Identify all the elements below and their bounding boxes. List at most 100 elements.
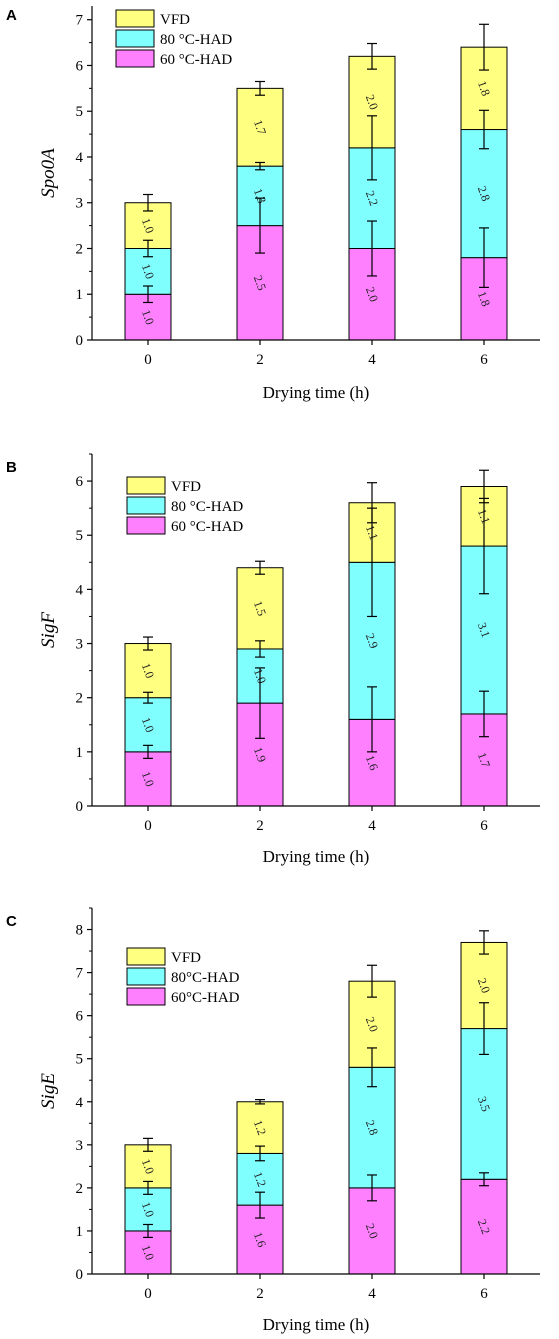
legend-entry: VFD bbox=[115, 9, 190, 28]
bar-segment bbox=[124, 751, 172, 807]
data-label: 1.8 bbox=[475, 289, 493, 308]
stacked-bar-chart-a: A 1.0 1.0 1.0 2.5 1.3 1.7 2.0 2.2 2.0 1.8 2.8 1.8 0 1 2… bbox=[6, 6, 540, 402]
y-tick-label: 7 bbox=[76, 13, 84, 29]
data-label: 1.0 bbox=[139, 715, 157, 734]
y-tick-label: 2 bbox=[76, 241, 84, 257]
error-bar bbox=[367, 1047, 377, 1088]
legend-swatch bbox=[126, 516, 166, 535]
error-bar bbox=[255, 197, 265, 254]
y-tick-label: 5 bbox=[76, 1052, 84, 1068]
x-tick-label: 6 bbox=[480, 1286, 488, 1302]
error-bar bbox=[367, 1174, 377, 1202]
error-bar bbox=[143, 1137, 153, 1152]
data-label: 2.8 bbox=[475, 184, 493, 203]
data-label: 1.0 bbox=[139, 1157, 157, 1176]
legend-swatch bbox=[126, 947, 166, 966]
data-label: 2.0 bbox=[363, 1015, 381, 1034]
data-label: 2.8 bbox=[363, 1118, 381, 1137]
y-tick-label: 0 bbox=[76, 1267, 84, 1283]
error-bar bbox=[143, 636, 153, 651]
x-tick-label: 0 bbox=[144, 1286, 152, 1302]
y-tick-label: 2 bbox=[76, 691, 84, 707]
y-tick-label: 4 bbox=[76, 582, 84, 598]
legend-entry: 80 °C-HAD bbox=[115, 29, 232, 48]
data-label: 1.0 bbox=[139, 262, 157, 281]
x-tick-label: 2 bbox=[256, 352, 264, 368]
x-tick-label: 6 bbox=[480, 818, 488, 834]
legend-label: 80°C-HAD bbox=[171, 970, 240, 986]
data-label: 1.0 bbox=[139, 216, 157, 235]
panel-letter: A bbox=[6, 7, 17, 24]
data-label: 1.0 bbox=[139, 769, 157, 788]
error-bar bbox=[143, 239, 153, 258]
data-label: 1.2 bbox=[251, 1118, 269, 1137]
chart-panel-c: C 1.0 1.0 1.0 1.6 1.2 1.2 2.0 2.8 2.0 2.2 3.5 2.0 0 1 2… bbox=[0, 902, 559, 1339]
error-bar bbox=[255, 560, 265, 575]
data-label: 3.5 bbox=[475, 1094, 493, 1113]
y-tick-label: 3 bbox=[76, 196, 84, 212]
error-bar bbox=[255, 1191, 265, 1219]
legend-label: 60°C-HAD bbox=[171, 990, 240, 1006]
stacked-bar-chart-b: B1.01.01.01.91.01.51.62.91.11.73.11.1012… bbox=[6, 453, 540, 866]
legend-swatch bbox=[115, 29, 155, 48]
legend-label: 60 °C-HAD bbox=[160, 52, 232, 68]
data-label: 2.5 bbox=[251, 273, 269, 292]
legend-entry: 80°C-HAD bbox=[126, 967, 240, 986]
error-bar bbox=[479, 227, 489, 288]
data-label: 1.6 bbox=[251, 1230, 269, 1249]
y-tick-label: 4 bbox=[76, 150, 84, 166]
data-label: 1.0 bbox=[139, 1243, 157, 1262]
data-label: 1.9 bbox=[251, 745, 269, 764]
legend-label: VFD bbox=[171, 950, 201, 966]
y-tick-label: 3 bbox=[76, 1138, 84, 1154]
chart-panel-b: B 1.0 1.0 1.0 1.9 1.0 1.5 1.6 2.9 1.1 1.7 3.1 1.1 0 1 2… bbox=[0, 448, 559, 868]
data-label: 1.7 bbox=[475, 751, 493, 770]
error-bar bbox=[367, 42, 377, 70]
y-tick-label: 4 bbox=[76, 1095, 84, 1111]
data-label: 1.7 bbox=[251, 118, 269, 137]
x-tick-label: 6 bbox=[480, 352, 488, 368]
error-bar bbox=[255, 161, 265, 171]
x-axis-title: Drying time (h) bbox=[263, 383, 370, 402]
legend-entry: VFD bbox=[126, 947, 201, 966]
bar-segment bbox=[236, 87, 284, 167]
y-tick-label: 0 bbox=[76, 799, 84, 815]
legend-label: 80 °C-HAD bbox=[160, 32, 232, 48]
x-tick-label: 4 bbox=[368, 352, 376, 368]
data-label: 2.9 bbox=[363, 631, 381, 650]
error-bar bbox=[143, 1223, 153, 1238]
y-tick-label: 0 bbox=[76, 333, 84, 349]
bar-segment bbox=[348, 1187, 396, 1275]
error-bar bbox=[143, 193, 153, 212]
error-bar bbox=[255, 667, 265, 739]
x-tick-label: 2 bbox=[256, 1286, 264, 1302]
legend-label: 60 °C-HAD bbox=[171, 519, 243, 535]
legend-entry: VFD bbox=[126, 476, 201, 495]
error-bar bbox=[143, 691, 153, 704]
y-tick-label: 2 bbox=[76, 1181, 84, 1197]
error-bar bbox=[255, 640, 265, 658]
legend-swatch bbox=[126, 476, 166, 495]
y-tick-label: 7 bbox=[76, 966, 84, 982]
panel-letter: C bbox=[6, 913, 17, 930]
data-label: 2.0 bbox=[363, 285, 381, 304]
y-tick-label: 1 bbox=[76, 1224, 84, 1240]
bar-segment bbox=[460, 1178, 508, 1275]
x-tick-label: 0 bbox=[144, 352, 152, 368]
error-bar bbox=[367, 115, 377, 181]
bar-segment bbox=[124, 697, 172, 753]
data-label: 1.0 bbox=[139, 308, 157, 327]
y-tick-label: 5 bbox=[76, 104, 84, 120]
legend-label: VFD bbox=[160, 12, 190, 28]
legend-swatch bbox=[115, 49, 155, 68]
chart-panel-a: A 1.0 1.0 1.0 2.5 1.3 1.7 2.0 2.2 2.0 1.8 2.8 1.8 0 1 2… bbox=[0, 0, 559, 420]
legend-entry: 60 °C-HAD bbox=[126, 516, 243, 535]
data-label: 1.3 bbox=[251, 186, 269, 205]
y-axis-title: Spo0A bbox=[38, 148, 59, 198]
y-tick-label: 8 bbox=[76, 923, 84, 939]
legend-swatch bbox=[126, 496, 166, 515]
error-bar bbox=[479, 1172, 489, 1187]
data-label: 1.0 bbox=[139, 661, 157, 680]
data-label: 1.0 bbox=[139, 1200, 157, 1219]
x-tick-label: 4 bbox=[368, 818, 376, 834]
